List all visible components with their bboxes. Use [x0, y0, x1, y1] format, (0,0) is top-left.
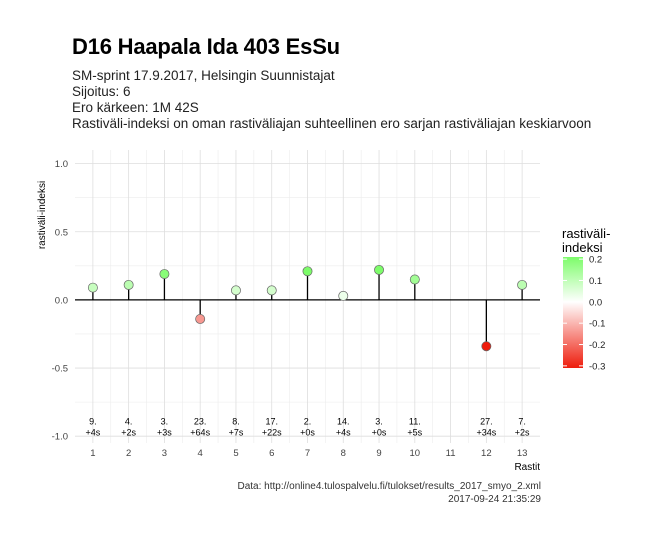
rank-label-control-8: 14. — [337, 417, 350, 427]
x-tick-label: 13 — [517, 448, 528, 459]
legend-color-bar — [563, 257, 583, 368]
x-tick-label: 12 — [481, 448, 492, 459]
caption-timestamp: 2017-09-24 21:35:29 — [448, 494, 541, 505]
x-tick-label: 1 — [90, 448, 95, 459]
diff-label-control-10: +5s — [407, 428, 422, 438]
diff-label-control-12: +34s — [476, 428, 496, 438]
point-control-7 — [302, 266, 313, 277]
subtitle-description: Rastiväli-indeksi on oman rastiväliajan … — [72, 116, 592, 131]
legend-title: rastiväli-indeksi — [562, 226, 611, 255]
diff-label-control-1: +4s — [86, 428, 101, 438]
y-tick-label: 0.0 — [55, 295, 68, 306]
y-tick-label: 1.0 — [55, 159, 68, 170]
diff-label-control-4: +64s — [190, 428, 210, 438]
x-tick-label: 2 — [126, 448, 131, 459]
point-control-2 — [123, 279, 134, 290]
subtitle-placing: Sijoitus: 6 — [72, 84, 131, 99]
x-tick-label: 8 — [341, 448, 346, 459]
diff-label-control-2: +2s — [121, 428, 136, 438]
x-tick-label: 3 — [162, 448, 167, 459]
diff-label-control-13: +2s — [515, 428, 530, 438]
rank-label-control-2: 4. — [125, 417, 133, 427]
x-tick-label: 10 — [410, 448, 421, 459]
subtitle-gap: Ero kärkeen: 1M 42S — [72, 100, 199, 115]
diff-label-control-7: +0s — [300, 428, 315, 438]
y-tick-label: -1.0 — [52, 432, 68, 443]
rank-label-control-12: 27. — [480, 417, 493, 427]
rank-label-control-5: 8. — [232, 417, 240, 427]
point-control-1 — [87, 282, 98, 293]
x-tick-label: 5 — [233, 448, 238, 459]
rank-label-control-3: 3. — [161, 417, 169, 427]
legend-tick-label: 0.1 — [589, 276, 602, 287]
rank-label-control-4: 23. — [194, 417, 207, 427]
x-tick-label: 4 — [198, 448, 203, 459]
point-control-10 — [409, 274, 420, 285]
diff-label-control-3: +3s — [157, 428, 172, 438]
subtitle-event: SM-sprint 17.9.2017, Helsingin Suunnista… — [72, 68, 335, 83]
legend-tick-label: -0.3 — [589, 361, 605, 372]
diff-label-control-6: +22s — [262, 428, 282, 438]
diff-label-control-5: +7s — [229, 428, 244, 438]
x-axis-title: Rastit — [514, 462, 540, 473]
rank-label-control-1: 9. — [89, 417, 97, 427]
legend-tick-label: -0.1 — [589, 319, 605, 330]
legend-tick-label: -0.2 — [589, 340, 605, 351]
rank-label-control-13: 7. — [518, 417, 526, 427]
rank-label-control-10: 11. — [409, 417, 421, 427]
diff-label-control-8: +4s — [336, 428, 351, 438]
rank-label-control-9: 3. — [375, 417, 383, 427]
point-control-6 — [266, 285, 277, 296]
caption-source: Data: http://online4.tulospalvelu.fi/tul… — [237, 481, 541, 492]
point-control-12 — [481, 341, 492, 352]
point-control-8 — [338, 290, 349, 301]
y-tick-label: 0.5 — [55, 227, 68, 238]
legend-tick-label: 0.2 — [589, 255, 602, 266]
y-tick-label: -0.5 — [52, 364, 68, 375]
diff-label-control-9: +0s — [372, 428, 387, 438]
point-control-3 — [159, 269, 170, 279]
x-tick-label: 6 — [269, 448, 274, 459]
point-control-9 — [374, 264, 384, 275]
x-tick-label: 11 — [446, 448, 456, 459]
point-control-5 — [231, 285, 241, 296]
chart-title: D16 Haapala Ida 403 EsSu — [72, 34, 340, 59]
rank-label-control-6: 17. — [265, 417, 278, 427]
point-control-4 — [195, 314, 206, 324]
y-axis-title: rastiväli-indeksi — [37, 181, 48, 249]
x-tick-label: 7 — [305, 448, 310, 459]
point-control-13 — [517, 279, 528, 290]
legend-tick-label: 0.0 — [589, 297, 602, 308]
x-tick-label: 9 — [376, 448, 381, 459]
rank-label-control-7: 2. — [304, 417, 312, 427]
